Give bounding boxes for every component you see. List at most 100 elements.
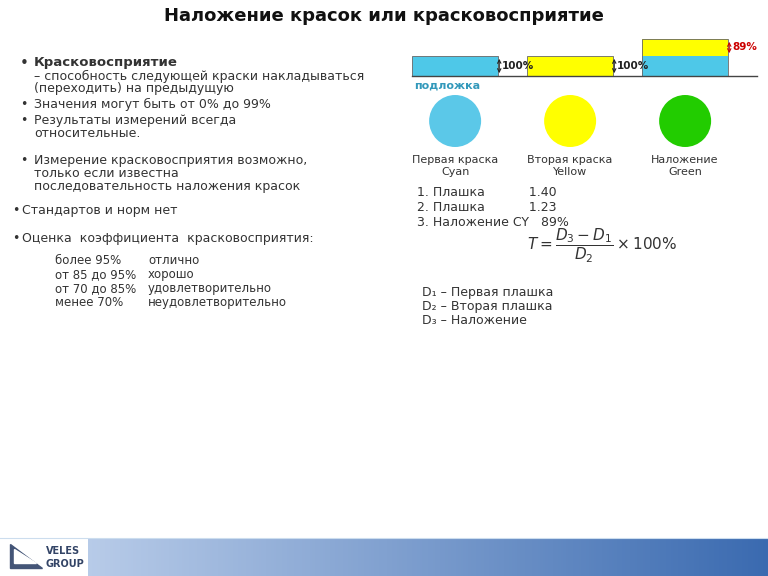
Bar bbox=[15, 538, 19, 576]
Bar bbox=[123, 538, 127, 576]
Text: последовательность наложения красок: последовательность наложения красок bbox=[34, 180, 300, 193]
Bar bbox=[394, 538, 398, 576]
Bar bbox=[197, 538, 200, 576]
Bar bbox=[755, 538, 759, 576]
Bar bbox=[74, 538, 78, 576]
Bar bbox=[379, 538, 382, 576]
Bar bbox=[269, 538, 273, 576]
Bar bbox=[645, 538, 649, 576]
Bar bbox=[461, 538, 465, 576]
Bar bbox=[138, 538, 142, 576]
Bar bbox=[532, 538, 536, 576]
Text: Наложение: Наложение bbox=[651, 155, 719, 165]
Bar bbox=[243, 538, 247, 576]
Bar bbox=[90, 538, 93, 576]
Bar bbox=[691, 538, 695, 576]
Bar bbox=[376, 538, 380, 576]
Bar bbox=[110, 538, 114, 576]
Bar bbox=[338, 538, 342, 576]
Bar bbox=[33, 538, 37, 576]
Text: Значения могут быть от 0% до 99%: Значения могут быть от 0% до 99% bbox=[34, 98, 271, 111]
Bar bbox=[18, 538, 22, 576]
Bar bbox=[148, 538, 152, 576]
Bar bbox=[286, 538, 290, 576]
Bar bbox=[384, 538, 388, 576]
Bar bbox=[41, 538, 45, 576]
Bar bbox=[589, 538, 592, 576]
Bar bbox=[599, 538, 603, 576]
Text: 2. Плашка           1.23: 2. Плашка 1.23 bbox=[417, 201, 557, 214]
Text: Красковосприятие: Красковосприятие bbox=[34, 56, 178, 69]
Bar bbox=[302, 538, 306, 576]
Bar bbox=[635, 538, 638, 576]
Text: 3. Наложение CY   89%: 3. Наложение CY 89% bbox=[417, 216, 569, 229]
Bar bbox=[236, 538, 239, 576]
Bar bbox=[597, 538, 600, 576]
Bar bbox=[455, 538, 459, 576]
Bar bbox=[5, 538, 8, 576]
Bar bbox=[261, 538, 265, 576]
Text: только если известна: только если известна bbox=[34, 167, 179, 180]
Bar bbox=[371, 538, 375, 576]
Bar bbox=[67, 538, 70, 576]
Bar bbox=[568, 538, 572, 576]
Bar bbox=[279, 538, 283, 576]
Bar bbox=[141, 538, 144, 576]
Bar bbox=[717, 538, 720, 576]
Bar bbox=[574, 538, 577, 576]
Bar bbox=[79, 538, 83, 576]
Text: Стандартов и норм нет: Стандартов и норм нет bbox=[22, 204, 177, 217]
Text: относительные.: относительные. bbox=[34, 127, 141, 140]
Bar bbox=[697, 538, 700, 576]
Bar bbox=[468, 538, 472, 576]
Bar bbox=[292, 538, 296, 576]
Bar bbox=[630, 538, 634, 576]
Bar bbox=[251, 538, 254, 576]
Polygon shape bbox=[10, 544, 42, 568]
Bar bbox=[581, 538, 584, 576]
Text: 100%: 100% bbox=[502, 61, 535, 71]
Bar bbox=[205, 538, 208, 576]
Bar bbox=[179, 538, 183, 576]
Bar bbox=[274, 538, 277, 576]
Bar bbox=[699, 538, 703, 576]
Bar bbox=[253, 538, 257, 576]
Bar bbox=[187, 538, 190, 576]
Bar bbox=[56, 538, 60, 576]
Bar bbox=[647, 538, 651, 576]
Bar bbox=[82, 538, 85, 576]
Bar bbox=[71, 538, 75, 576]
Text: (переходить) на предыдущую: (переходить) на предыдущую bbox=[34, 82, 234, 95]
Bar bbox=[225, 538, 229, 576]
Bar bbox=[313, 538, 316, 576]
Circle shape bbox=[429, 95, 481, 147]
Bar bbox=[745, 538, 749, 576]
Bar bbox=[154, 538, 157, 576]
Bar bbox=[305, 538, 308, 576]
Bar bbox=[471, 538, 475, 576]
Bar bbox=[642, 39, 728, 56]
Bar bbox=[164, 538, 167, 576]
Bar bbox=[13, 538, 16, 576]
Text: D₃ – Наложение: D₃ – Наложение bbox=[422, 314, 527, 327]
Bar bbox=[144, 538, 147, 576]
Bar bbox=[753, 538, 756, 576]
Bar bbox=[220, 538, 223, 576]
Bar bbox=[684, 538, 687, 576]
Bar bbox=[315, 538, 319, 576]
Bar bbox=[499, 538, 503, 576]
Bar bbox=[640, 538, 644, 576]
Bar bbox=[502, 538, 505, 576]
Bar bbox=[397, 538, 400, 576]
Bar bbox=[525, 538, 528, 576]
Bar bbox=[737, 538, 741, 576]
Bar bbox=[566, 538, 569, 576]
Bar bbox=[161, 538, 165, 576]
Bar bbox=[689, 538, 692, 576]
Bar bbox=[0, 538, 88, 576]
Text: 89%: 89% bbox=[732, 43, 757, 52]
Bar bbox=[28, 538, 31, 576]
Bar bbox=[740, 538, 743, 576]
Bar bbox=[517, 538, 521, 576]
Bar bbox=[743, 538, 746, 576]
